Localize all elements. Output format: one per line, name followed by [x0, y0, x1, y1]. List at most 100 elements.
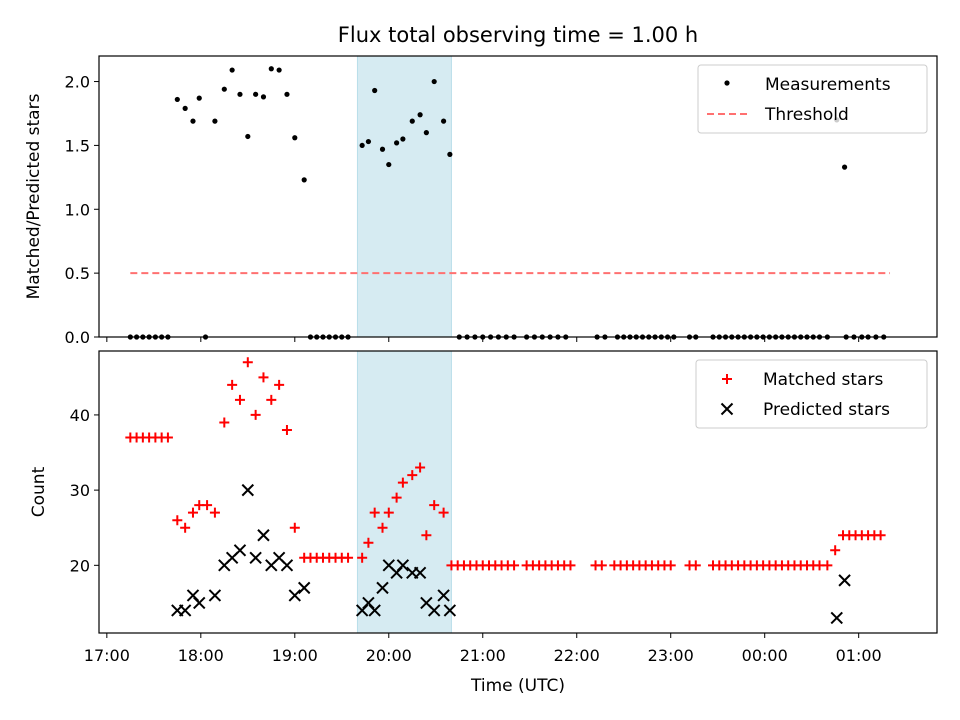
top-legend: Measurements Threshold: [697, 64, 928, 134]
measurement-point: [417, 112, 423, 118]
predicted-star-point: [838, 574, 851, 587]
matched-star-point: [421, 530, 432, 541]
bottom-panel: 20 30 40 17:00 18:00 19:00 20:00 21:00 22:00 23:…: [29, 350, 938, 696]
matched-star-point: [187, 507, 198, 518]
measurement-point: [276, 67, 282, 73]
x-axis-label: Time (UTC): [470, 676, 565, 696]
matched-star-point: [162, 432, 173, 443]
top-y-tick-label: 0.5: [65, 264, 90, 283]
matched-star-point: [266, 394, 277, 405]
measurement-point: [212, 118, 218, 124]
predicted-star-point: [413, 566, 427, 580]
measurement-point: [359, 142, 365, 149]
top-y-tick-label: 0.0: [65, 328, 90, 347]
matched-star-point: [438, 507, 449, 518]
legend-predicted-marker: [720, 402, 734, 416]
measurement-point: [253, 91, 259, 97]
matched-star-point: [180, 522, 191, 533]
predicted-star-point: [241, 483, 255, 497]
predicted-star-point: [193, 596, 206, 610]
matched-star-point: [281, 424, 292, 435]
measurement-point: [400, 136, 406, 142]
predicted-star-point: [297, 581, 311, 595]
matched-star-point: [227, 379, 238, 390]
predicted-star-point: [280, 559, 294, 572]
predicted-star-point: [288, 589, 302, 602]
legend-predicted-x: [720, 402, 734, 416]
measurement-point: [260, 94, 267, 100]
bottom-legend-box: [695, 359, 928, 429]
matched-star-point: [565, 560, 576, 571]
predicted-star-point: [257, 529, 270, 542]
measurement-point: [379, 146, 386, 152]
matched-star-point: [665, 560, 676, 571]
top-panel: 0.00.51.01.52.0 Matched/Predicted stars …: [24, 55, 938, 347]
measurement-point: [447, 151, 453, 157]
matched-star-point: [830, 545, 841, 556]
predicted-star-point: [178, 604, 192, 617]
matched-star-point: [202, 500, 213, 511]
predicted-star-point: [368, 604, 381, 617]
measurement-point: [196, 95, 202, 101]
predicted-star-point: [376, 581, 389, 595]
matched-star-point: [429, 500, 440, 511]
legend-matched-marker: [722, 374, 732, 384]
x-tick-label: 21:00: [460, 646, 506, 665]
matched-star-point: [209, 507, 220, 518]
bottom-y-tick-label: 40: [70, 406, 90, 425]
matched-star-point: [407, 470, 418, 481]
observing-interval-band: [356, 55, 452, 338]
measurement-point: [440, 118, 447, 124]
measurement-point: [190, 118, 196, 124]
matched-star-point: [596, 560, 607, 571]
measurement-point: [292, 135, 298, 141]
matched-star-point: [363, 537, 374, 548]
measurement-point: [301, 177, 307, 183]
observing-interval-band: [356, 350, 452, 634]
top-axes-frame: [98, 55, 938, 338]
matched-star-point: [822, 560, 833, 571]
matched-star-point: [397, 477, 408, 488]
measurement-point: [182, 105, 188, 111]
predicted-star-point: [208, 589, 222, 602]
legend-measurements-label: Measurements: [765, 75, 891, 95]
measurement-point: [394, 140, 400, 146]
matched-star-point: [509, 560, 520, 571]
matched-star-point: [690, 560, 701, 571]
matched-star-point: [415, 462, 426, 473]
predicted-star-point: [427, 604, 441, 617]
x-tick-label: 23:00: [648, 646, 694, 665]
top-y-tick-label: 2.0: [65, 73, 90, 92]
bottom-y-tick-label: 30: [70, 481, 90, 500]
measurement-point: [365, 138, 372, 145]
x-tick-label: 18:00: [178, 646, 224, 665]
legend-threshold-label: Threshold: [764, 105, 849, 125]
top-y-axis-label: Matched/Predicted stars: [24, 93, 44, 299]
x-tick-label: 00:00: [742, 646, 788, 665]
measurement-point: [268, 66, 274, 72]
measurement-point: [409, 118, 415, 124]
predicted-star-point: [437, 589, 450, 602]
x-tick-label: 19:00: [272, 646, 318, 665]
measurement-point: [386, 161, 392, 168]
chart-title: Flux total observing time = 1.00 h: [338, 23, 698, 47]
x-tick-label: 01:00: [836, 646, 882, 665]
bottom-axes-frame: [98, 350, 938, 634]
predicted-star-point: [830, 611, 843, 625]
measurement-point: [174, 96, 180, 103]
x-tick-label: 17:00: [84, 646, 130, 665]
bottom-y-axis-label: Count: [29, 466, 49, 517]
measurement-point: [237, 91, 243, 97]
predicted-star-point: [396, 559, 410, 572]
matched-star-point: [357, 552, 368, 563]
measurement-point: [423, 130, 429, 136]
predicted-star-point: [443, 604, 457, 617]
matched-star-point: [242, 357, 253, 368]
matched-star-point: [172, 515, 183, 526]
matched-star-point: [391, 492, 402, 503]
matched-star-point: [258, 372, 269, 383]
measurement-point: [229, 67, 235, 73]
predicted-star-point: [249, 551, 262, 565]
predicted-star-point: [233, 544, 247, 557]
